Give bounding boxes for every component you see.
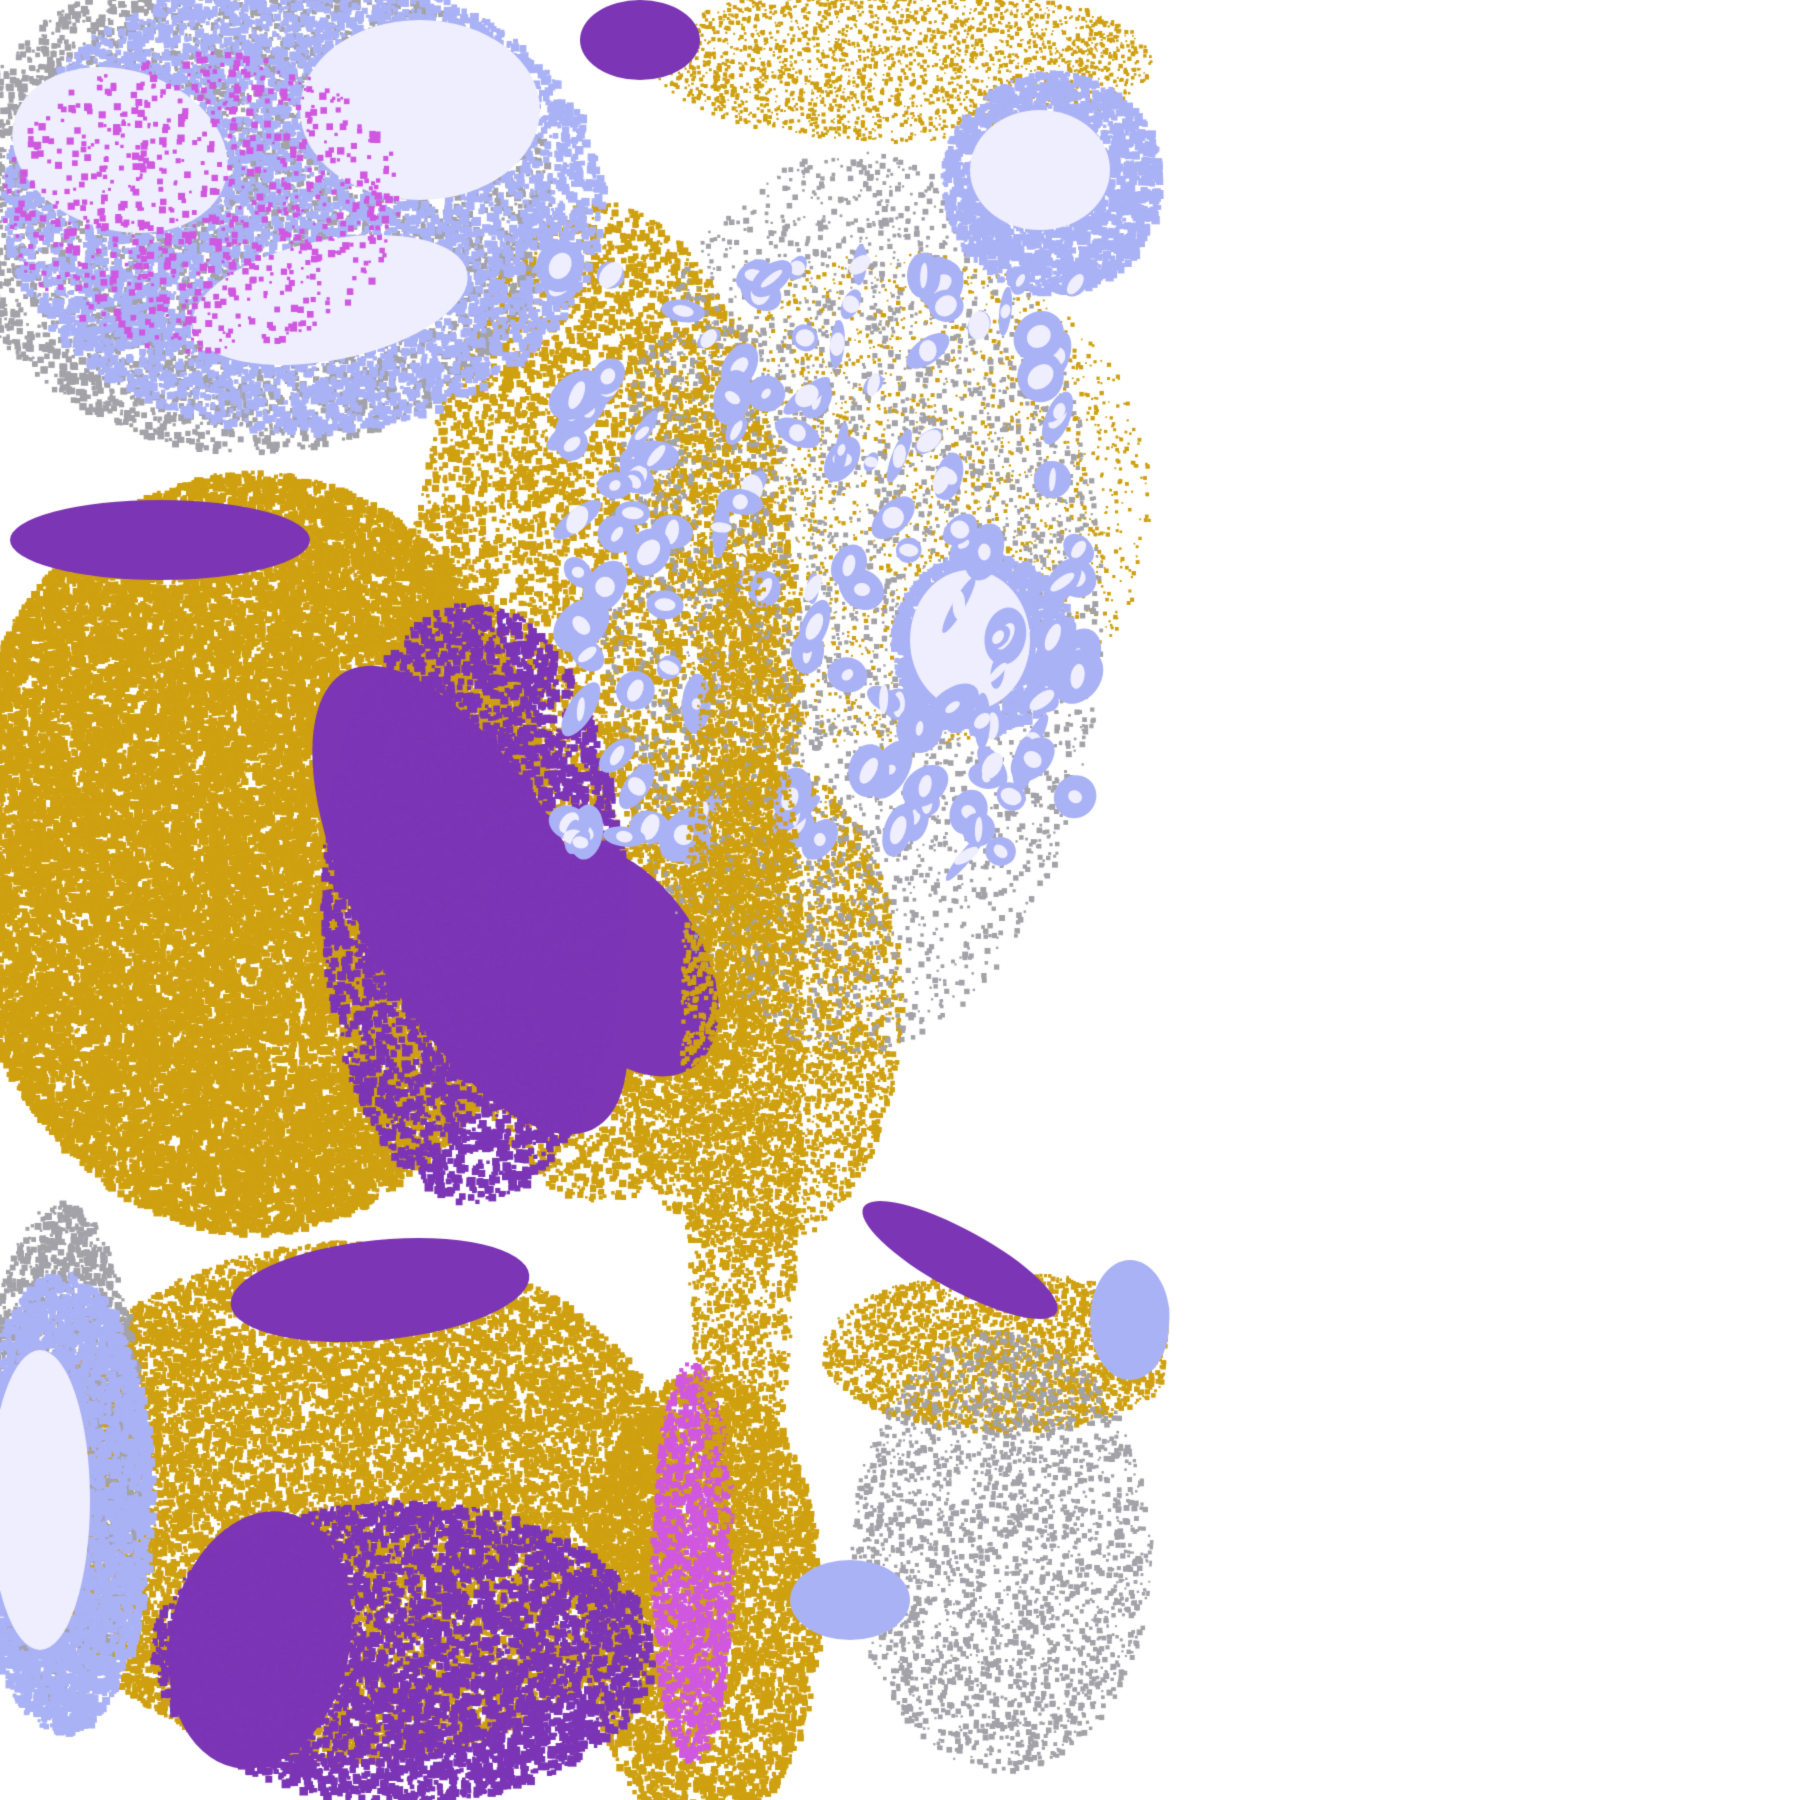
satellite-image <box>0 0 1800 1800</box>
